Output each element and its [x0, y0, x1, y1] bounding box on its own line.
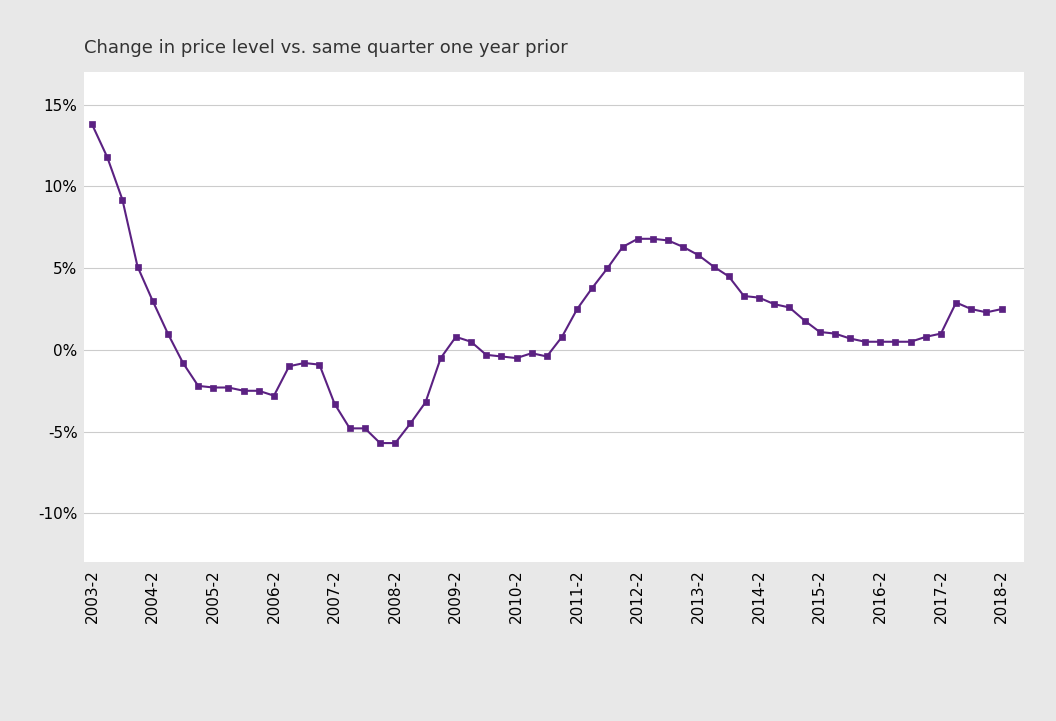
Text: Change in price level vs. same quarter one year prior: Change in price level vs. same quarter o… [84, 39, 568, 57]
